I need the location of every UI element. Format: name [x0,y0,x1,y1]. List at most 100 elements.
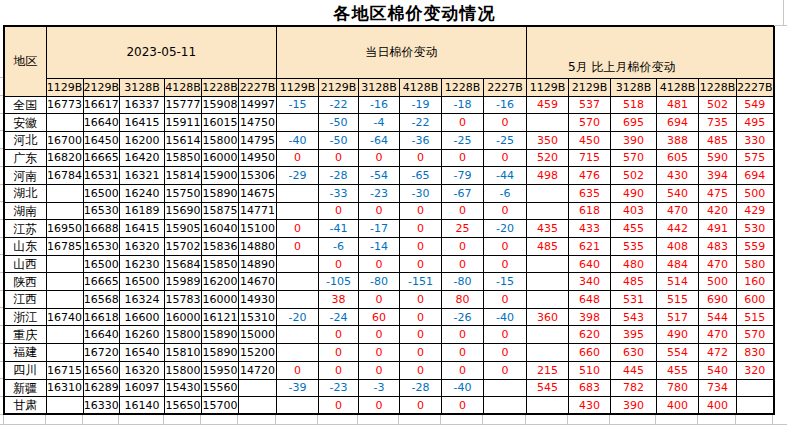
price-cell-current: 16415 [120,114,165,132]
region-cell: 河北 [4,131,46,149]
price-cell-monthly [527,255,569,273]
table-row: 湖南16530161891569015875147710000061840347… [4,202,774,220]
price-cell-monthly: 330 [737,131,774,149]
price-cell-monthly [527,344,569,362]
grade-header-current: 4128B [165,78,202,96]
sheet-gridline [45,415,46,424]
price-cell-current: 14880 [239,238,277,256]
price-cell-daily: -16 [359,96,400,114]
price-cell-monthly: 640 [569,255,611,273]
table-row: 新疆1631016289160971543015560-39-23-3-28-4… [4,379,774,397]
price-cell-monthly: 360 [527,308,569,326]
sheet-gridline [655,415,656,424]
grade-header-monthly: 1228B [699,78,737,96]
price-cell-daily: 0 [359,291,400,309]
price-cell-monthly: 435 [527,220,569,238]
price-cell-current [239,397,277,415]
price-cell-daily: 0 [319,255,359,273]
price-cell-monthly [737,397,774,415]
price-cell-daily: -80 [359,273,400,291]
price-cell-daily: -6 [319,238,359,256]
price-cell-monthly: 480 [611,255,657,273]
price-cell-current: 15800 [202,131,239,149]
price-cell-monthly: 515 [737,308,774,326]
grade-header-daily: 3128B [359,78,400,96]
price-cell-daily: 0 [442,149,484,167]
price-cell-daily: -3 [359,379,400,397]
sheet-gridline [163,415,164,424]
price-cell-monthly: 648 [569,291,611,309]
price-cell-current: 16665 [83,273,120,291]
price-cell-daily: -17 [359,220,400,238]
price-cell-current: 16950 [46,220,83,238]
price-cell-daily: -19 [400,96,442,114]
sheet-gridline [0,424,787,425]
price-cell-daily: 0 [484,114,527,132]
price-cell-current: 16015 [202,114,239,132]
group-header-row: 地区 2023-05-11 当日棉价变动 5月 比上月棉价变动 [4,26,774,78]
price-cell-current: 16000 [202,291,239,309]
price-cell-monthly: 420 [699,202,737,220]
price-cell-current [46,273,83,291]
price-cell-daily: 0 [400,326,442,344]
price-cell-monthly [527,202,569,220]
price-cell-monthly: 470 [699,326,737,344]
price-cell-daily: 0 [400,397,442,415]
price-cell-monthly: 630 [611,344,657,362]
price-cell-daily: -26 [442,308,484,326]
table-body: 全国167731661716337157771590814997-15-22-1… [4,96,774,414]
price-cell-monthly: 388 [657,131,699,149]
grade-header-daily: 4128B [400,78,442,96]
price-cell-current: 16415 [120,220,165,238]
sheet-gridline [0,290,3,291]
price-cell-daily: 0 [400,149,442,167]
price-cell-monthly: 442 [657,220,699,238]
price-cell-daily: 80 [442,291,484,309]
price-cell-monthly: 570 [611,149,657,167]
price-cell-daily: 0 [359,149,400,167]
price-cell-monthly [527,114,569,132]
table-row: 四川16715165601632015800159501472000000021… [4,361,774,379]
price-cell-daily: 0 [484,361,527,379]
price-cell-monthly: 470 [699,255,737,273]
sheet-gridline [482,415,483,424]
price-cell-monthly: 544 [699,308,737,326]
price-cell-daily: 0 [400,291,442,309]
cotton-price-table: 地区 2023-05-11 当日棉价变动 5月 比上月棉价变动 1129B212… [3,25,775,415]
price-cell-daily [484,397,527,415]
region-cell: 山西 [4,255,46,273]
price-cell-current: 16500 [83,184,120,202]
price-cell-monthly: 575 [737,149,774,167]
price-cell-daily: 0 [400,361,442,379]
price-cell-monthly: 543 [611,308,657,326]
price-cell-current: 16715 [46,361,83,379]
price-cell-monthly: 540 [657,184,699,202]
region-cell: 河南 [4,167,46,185]
price-cell-monthly: 433 [569,220,611,238]
price-cell-daily: -15 [277,96,319,114]
table-row: 江苏1695016688164151590516040151000-41-170… [4,220,774,238]
region-cell: 江西 [4,291,46,309]
price-cell-daily [277,326,319,344]
price-cell-monthly: 695 [611,114,657,132]
grade-header-current: 3128B [120,78,165,96]
price-cell-current: 16720 [83,344,120,362]
price-cell-daily: 0 [359,255,400,273]
price-cell-daily: -67 [442,184,484,202]
price-cell-daily: -40 [442,379,484,397]
price-cell-monthly: 430 [657,167,699,185]
price-cell-current: 15850 [165,149,202,167]
price-cell-current: 14997 [239,96,277,114]
price-cell-daily: -22 [400,114,442,132]
price-cell-daily: -39 [277,379,319,397]
region-cell: 陕西 [4,273,46,291]
sheet-gridline [0,414,3,415]
price-cell-monthly [527,273,569,291]
price-cell-current: 16310 [46,379,83,397]
price-cell-current: 16785 [46,238,83,256]
price-cell-monthly: 559 [737,238,774,256]
price-cell-current: 16531 [83,167,120,185]
price-cell-monthly: 400 [699,397,737,415]
price-cell-monthly: 498 [527,167,569,185]
table-row: 江西16568163241578316000149303800800648531… [4,291,774,309]
